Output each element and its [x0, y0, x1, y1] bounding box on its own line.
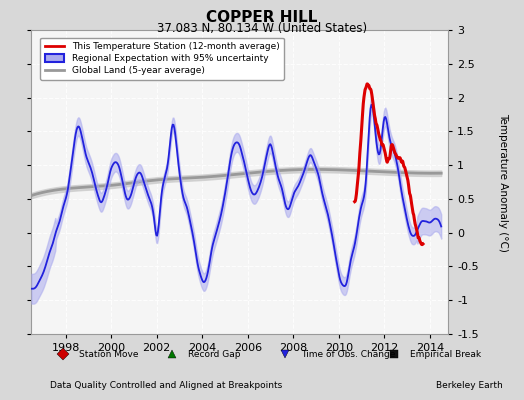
Text: Data Quality Controlled and Aligned at Breakpoints: Data Quality Controlled and Aligned at B… — [50, 381, 282, 390]
Legend: This Temperature Station (12-month average), Regional Expectation with 95% uncer: This Temperature Station (12-month avera… — [40, 38, 284, 80]
Text: Empirical Break: Empirical Break — [410, 350, 481, 359]
Text: Record Gap: Record Gap — [188, 350, 241, 359]
Text: COPPER HILL: COPPER HILL — [206, 10, 318, 25]
Text: 37.083 N, 80.134 W (United States): 37.083 N, 80.134 W (United States) — [157, 22, 367, 35]
Y-axis label: Temperature Anomaly (°C): Temperature Anomaly (°C) — [498, 112, 508, 252]
Text: Time of Obs. Change: Time of Obs. Change — [301, 350, 396, 359]
Text: Station Move: Station Move — [79, 350, 139, 359]
Text: Berkeley Earth: Berkeley Earth — [436, 381, 503, 390]
